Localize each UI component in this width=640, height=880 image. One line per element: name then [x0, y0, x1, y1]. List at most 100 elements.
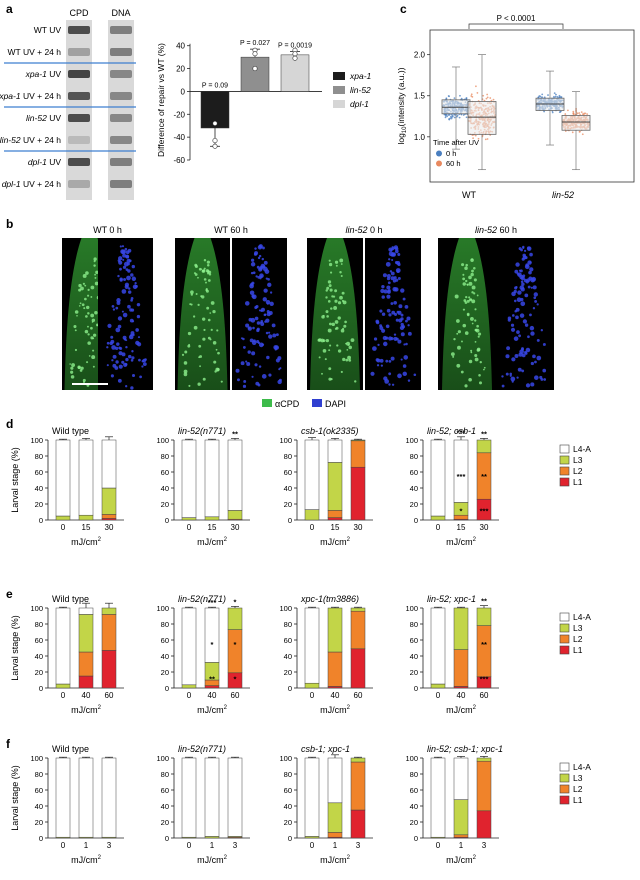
data-point — [571, 131, 574, 134]
worm-head-cpd — [177, 238, 228, 390]
dapi-spot — [242, 384, 247, 388]
y-tick-label: 80 — [35, 620, 43, 629]
x-tick-label: 40 — [331, 691, 340, 700]
dapi-spot — [275, 358, 280, 363]
dapi-spot — [275, 333, 279, 337]
cpd-spot — [346, 341, 351, 346]
dapi-spot — [405, 319, 408, 323]
cpd-spot — [205, 288, 208, 291]
dapi-spot — [269, 291, 273, 294]
dapi-spot — [514, 269, 519, 274]
cpd-spot — [215, 348, 218, 351]
image-title: WT 0 h — [93, 225, 122, 235]
cpd-spot — [325, 289, 328, 292]
dapi-spot — [129, 334, 133, 337]
cpd-spot — [214, 370, 217, 373]
y-tick-label: 100 — [30, 436, 43, 445]
dapi-spot — [142, 362, 147, 367]
dapi-spot — [242, 346, 246, 349]
x-axis-unit: mJ/cm2 — [71, 705, 102, 715]
bar-segment-L3 — [350, 757, 366, 763]
group-title: csb-1; xpc-1 — [301, 744, 350, 754]
dapi-spot — [380, 288, 385, 294]
cpd-spot — [350, 338, 355, 343]
bar-segment-L4-A — [227, 757, 243, 837]
unit-superscript: 2 — [98, 855, 102, 861]
significance-bracket — [468, 23, 564, 29]
dapi-spot — [525, 347, 531, 353]
lane-label-text: WT UV + 24 h — [8, 47, 62, 57]
legend-marker — [436, 150, 442, 157]
dapi-spot — [130, 273, 134, 277]
x-tick-label: 0 — [310, 841, 315, 850]
cpd-spot — [92, 333, 97, 337]
cpd-spot — [462, 273, 465, 276]
dapi-spot — [122, 265, 127, 269]
cpd-spot — [84, 329, 89, 334]
cpd-spot — [335, 264, 338, 267]
dapi-spot — [246, 361, 251, 366]
dapi-image-bg — [496, 238, 554, 390]
cpd-spot — [465, 263, 468, 267]
lane-label: dpl-1 UV — [28, 157, 61, 167]
y-tick-label: 60 — [284, 468, 292, 477]
cpd-spot — [456, 332, 459, 335]
x-tick-label: 3 — [107, 841, 112, 850]
y-tick-label: 80 — [410, 620, 418, 629]
lane-label: xpa-1 UV + 24 h — [0, 91, 61, 101]
dapi-spot — [386, 289, 391, 294]
dapi-spot — [532, 354, 536, 359]
dapi-spot — [109, 341, 113, 346]
dapi-spot — [381, 312, 386, 316]
data-point — [448, 118, 451, 121]
y-tick-label: 0 — [165, 516, 169, 525]
bar-segment-L3 — [181, 517, 197, 521]
x-tick-label: 60 — [231, 691, 240, 700]
cpd-spot — [213, 360, 217, 364]
significance-stars: ** — [481, 429, 487, 438]
cpd-spot — [460, 370, 464, 374]
cpd-spot — [90, 313, 95, 318]
stain-label: DAPI — [325, 399, 346, 409]
x-tick-label: 60 — [105, 691, 114, 700]
dapi-spot — [501, 375, 504, 378]
x-tick-label: 1 — [84, 841, 89, 850]
dapi-spot — [395, 318, 399, 322]
y-tick-label: 20 — [410, 818, 418, 827]
cpd-spot — [325, 338, 330, 343]
dapi-spot — [402, 364, 407, 368]
dapi-spot — [520, 280, 524, 284]
dapi-spot — [393, 246, 397, 250]
dapi-spot — [510, 327, 516, 332]
y-tick-label: 100 — [279, 436, 292, 445]
dapi-spot — [106, 341, 110, 345]
dapi-spot — [543, 378, 547, 381]
cpd-spot — [344, 320, 347, 324]
cpd-spot — [473, 266, 476, 270]
y-tick-label: 40 — [35, 802, 43, 811]
legend-swatch — [559, 612, 570, 622]
cpd-spot — [329, 271, 333, 274]
cpd-spot — [70, 366, 74, 370]
dapi-spot — [136, 314, 141, 319]
cpd-spot — [216, 367, 220, 372]
group-title: lin-52; xpc-1 — [427, 594, 476, 604]
significance-stars: ** — [481, 597, 487, 606]
dapi-spot — [117, 378, 122, 383]
dapi-spot — [262, 297, 267, 302]
cpd-nuclei — [317, 258, 357, 383]
dapi-spot — [247, 326, 253, 331]
iqr-box — [467, 101, 497, 135]
cpd-spot — [183, 361, 188, 365]
dapi-spot — [251, 340, 257, 345]
bar-segment-L4-A — [304, 439, 320, 510]
y-label-rest: (intensity (a.u.)) — [396, 67, 406, 126]
cpd-spot — [79, 302, 82, 305]
cpd-spot — [220, 380, 223, 383]
bar-segment-L2 — [350, 610, 366, 650]
bar-segment-L3 — [350, 439, 366, 442]
unit-base: mJ/cm — [197, 855, 224, 865]
